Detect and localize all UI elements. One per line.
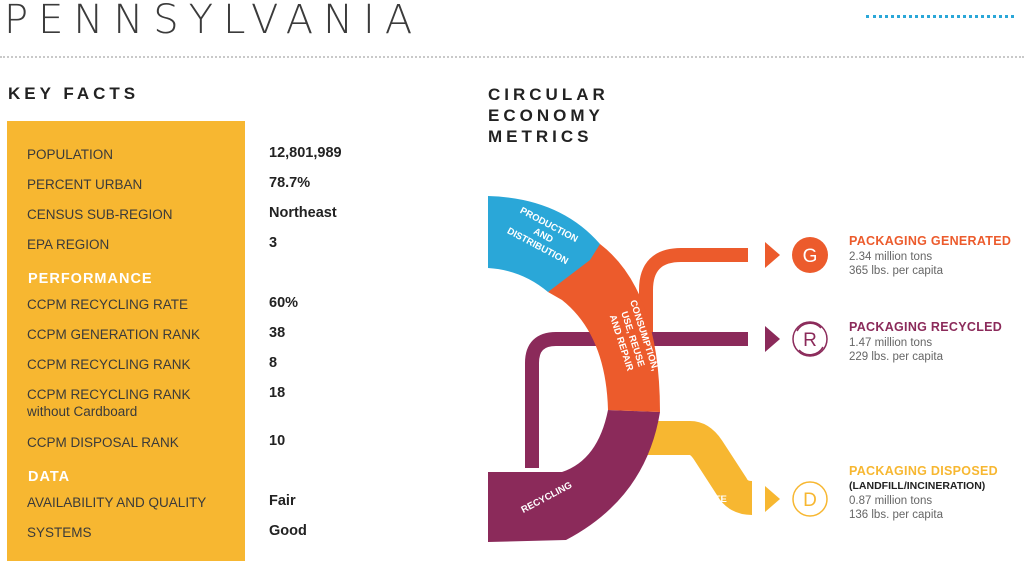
- perf-value-recycling-rank-no-cardboard: 18: [269, 385, 286, 401]
- waste-flow: [610, 421, 753, 515]
- metric-disposed-line-2: 136 lbs. per capita: [849, 509, 943, 521]
- recycled-letter: R: [803, 330, 817, 351]
- performance-heading: PERFORMANCE: [28, 271, 153, 287]
- waste-arrowhead: [765, 486, 780, 512]
- ce-heading-line-3: METRICS: [488, 127, 593, 146]
- metric-disposed-line-1: 0.87 million tons: [849, 495, 933, 507]
- perf-label-recycling-rank: CCPM RECYCLING RANK: [27, 357, 191, 372]
- production-segment: [488, 196, 600, 292]
- title-dotted-accent: [866, 15, 1014, 18]
- fact-value-epa-region: 3: [269, 235, 278, 251]
- metric-generated-title: PACKAGING GENERATED: [849, 234, 1012, 248]
- data-heading: DATA: [28, 469, 71, 485]
- metric-generated-line-1: 2.34 million tons: [849, 251, 933, 263]
- data-label-availability: AVAILABILITY AND QUALITY: [27, 495, 207, 510]
- header-divider: [0, 56, 1024, 58]
- recycling-segment: [488, 410, 660, 542]
- waste-label: WASTE: [693, 494, 727, 505]
- perf-value-disposal-rank: 10: [269, 433, 286, 449]
- disposed-circle: [792, 481, 828, 517]
- perf-value-recycling-rank: 8: [269, 355, 278, 371]
- fact-value-percent-urban: 78.7%: [269, 175, 311, 191]
- metric-generated-line-2: 365 lbs. per capita: [849, 265, 943, 277]
- fact-value-census-sub-region: Northeast: [269, 205, 337, 221]
- recycling-return-flow: [525, 332, 620, 468]
- key-facts-panel: [7, 121, 245, 561]
- generated-letter: G: [803, 246, 818, 267]
- recycled-arrowhead: [765, 326, 780, 352]
- perf-label-generation-rank: CCPM GENERATION RANK: [27, 327, 201, 342]
- fact-label-epa-region: EPA REGION: [27, 237, 110, 252]
- perf-value-recycling-rate: 60%: [269, 295, 299, 311]
- generated-circle: [792, 237, 828, 273]
- generated-arrowhead: [765, 242, 780, 268]
- perf-label-disposal-rank: CCPM DISPOSAL RANK: [27, 435, 179, 450]
- ce-heading-line-2: ECONOMY: [488, 106, 604, 125]
- metric-disposed-subtitle: (LANDFILL/INCINERATION): [849, 480, 986, 492]
- circular-economy-heading: CIRCULAR ECONOMY METRICS: [488, 84, 609, 147]
- fact-label-percent-urban: PERCENT URBAN: [27, 177, 143, 192]
- data-value-systems: Good: [269, 523, 307, 539]
- data-label-systems: SYSTEMS: [27, 525, 92, 540]
- recycle-arrows-icon: [796, 322, 824, 356]
- metric-recycled-line-1: 1.47 million tons: [849, 337, 933, 349]
- perf-label-recycling-rate: CCPM RECYCLING RATE: [27, 297, 189, 312]
- fact-label-population: POPULATION: [27, 147, 114, 162]
- fact-label-census-sub-region: CENSUS SUB-REGION: [27, 207, 173, 222]
- page-title: PENNSYLVANIA: [4, 0, 423, 43]
- consumption-segment: [548, 244, 660, 412]
- generated-flow: [639, 248, 748, 336]
- perf-label-recycling-rank-no-cardboard: CCPM RECYCLING RANK without Cardboard: [27, 386, 191, 420]
- fact-value-population: 12,801,989: [269, 145, 342, 161]
- metric-recycled-line-2: 229 lbs. per capita: [849, 351, 943, 363]
- perf-value-generation-rank: 38: [269, 325, 286, 341]
- metric-recycled-title: PACKAGING RECYCLED: [849, 320, 1003, 334]
- circular-economy-diagram: G R D PRODUCTION AND DISTRIBUTION CONSUM…: [488, 196, 828, 542]
- data-value-availability: Fair: [269, 493, 296, 509]
- recycled-circle: [792, 321, 828, 357]
- key-facts-heading: KEY FACTS: [8, 84, 140, 103]
- perf-label-recycling-rank-no-cardboard-main: CCPM RECYCLING RANK: [27, 387, 191, 402]
- disposed-letter: D: [803, 490, 817, 511]
- ce-heading-line-1: CIRCULAR: [488, 85, 609, 104]
- perf-sublabel-without-cardboard: without Cardboard: [27, 404, 138, 419]
- metric-disposed-title: PACKAGING DISPOSED: [849, 464, 998, 478]
